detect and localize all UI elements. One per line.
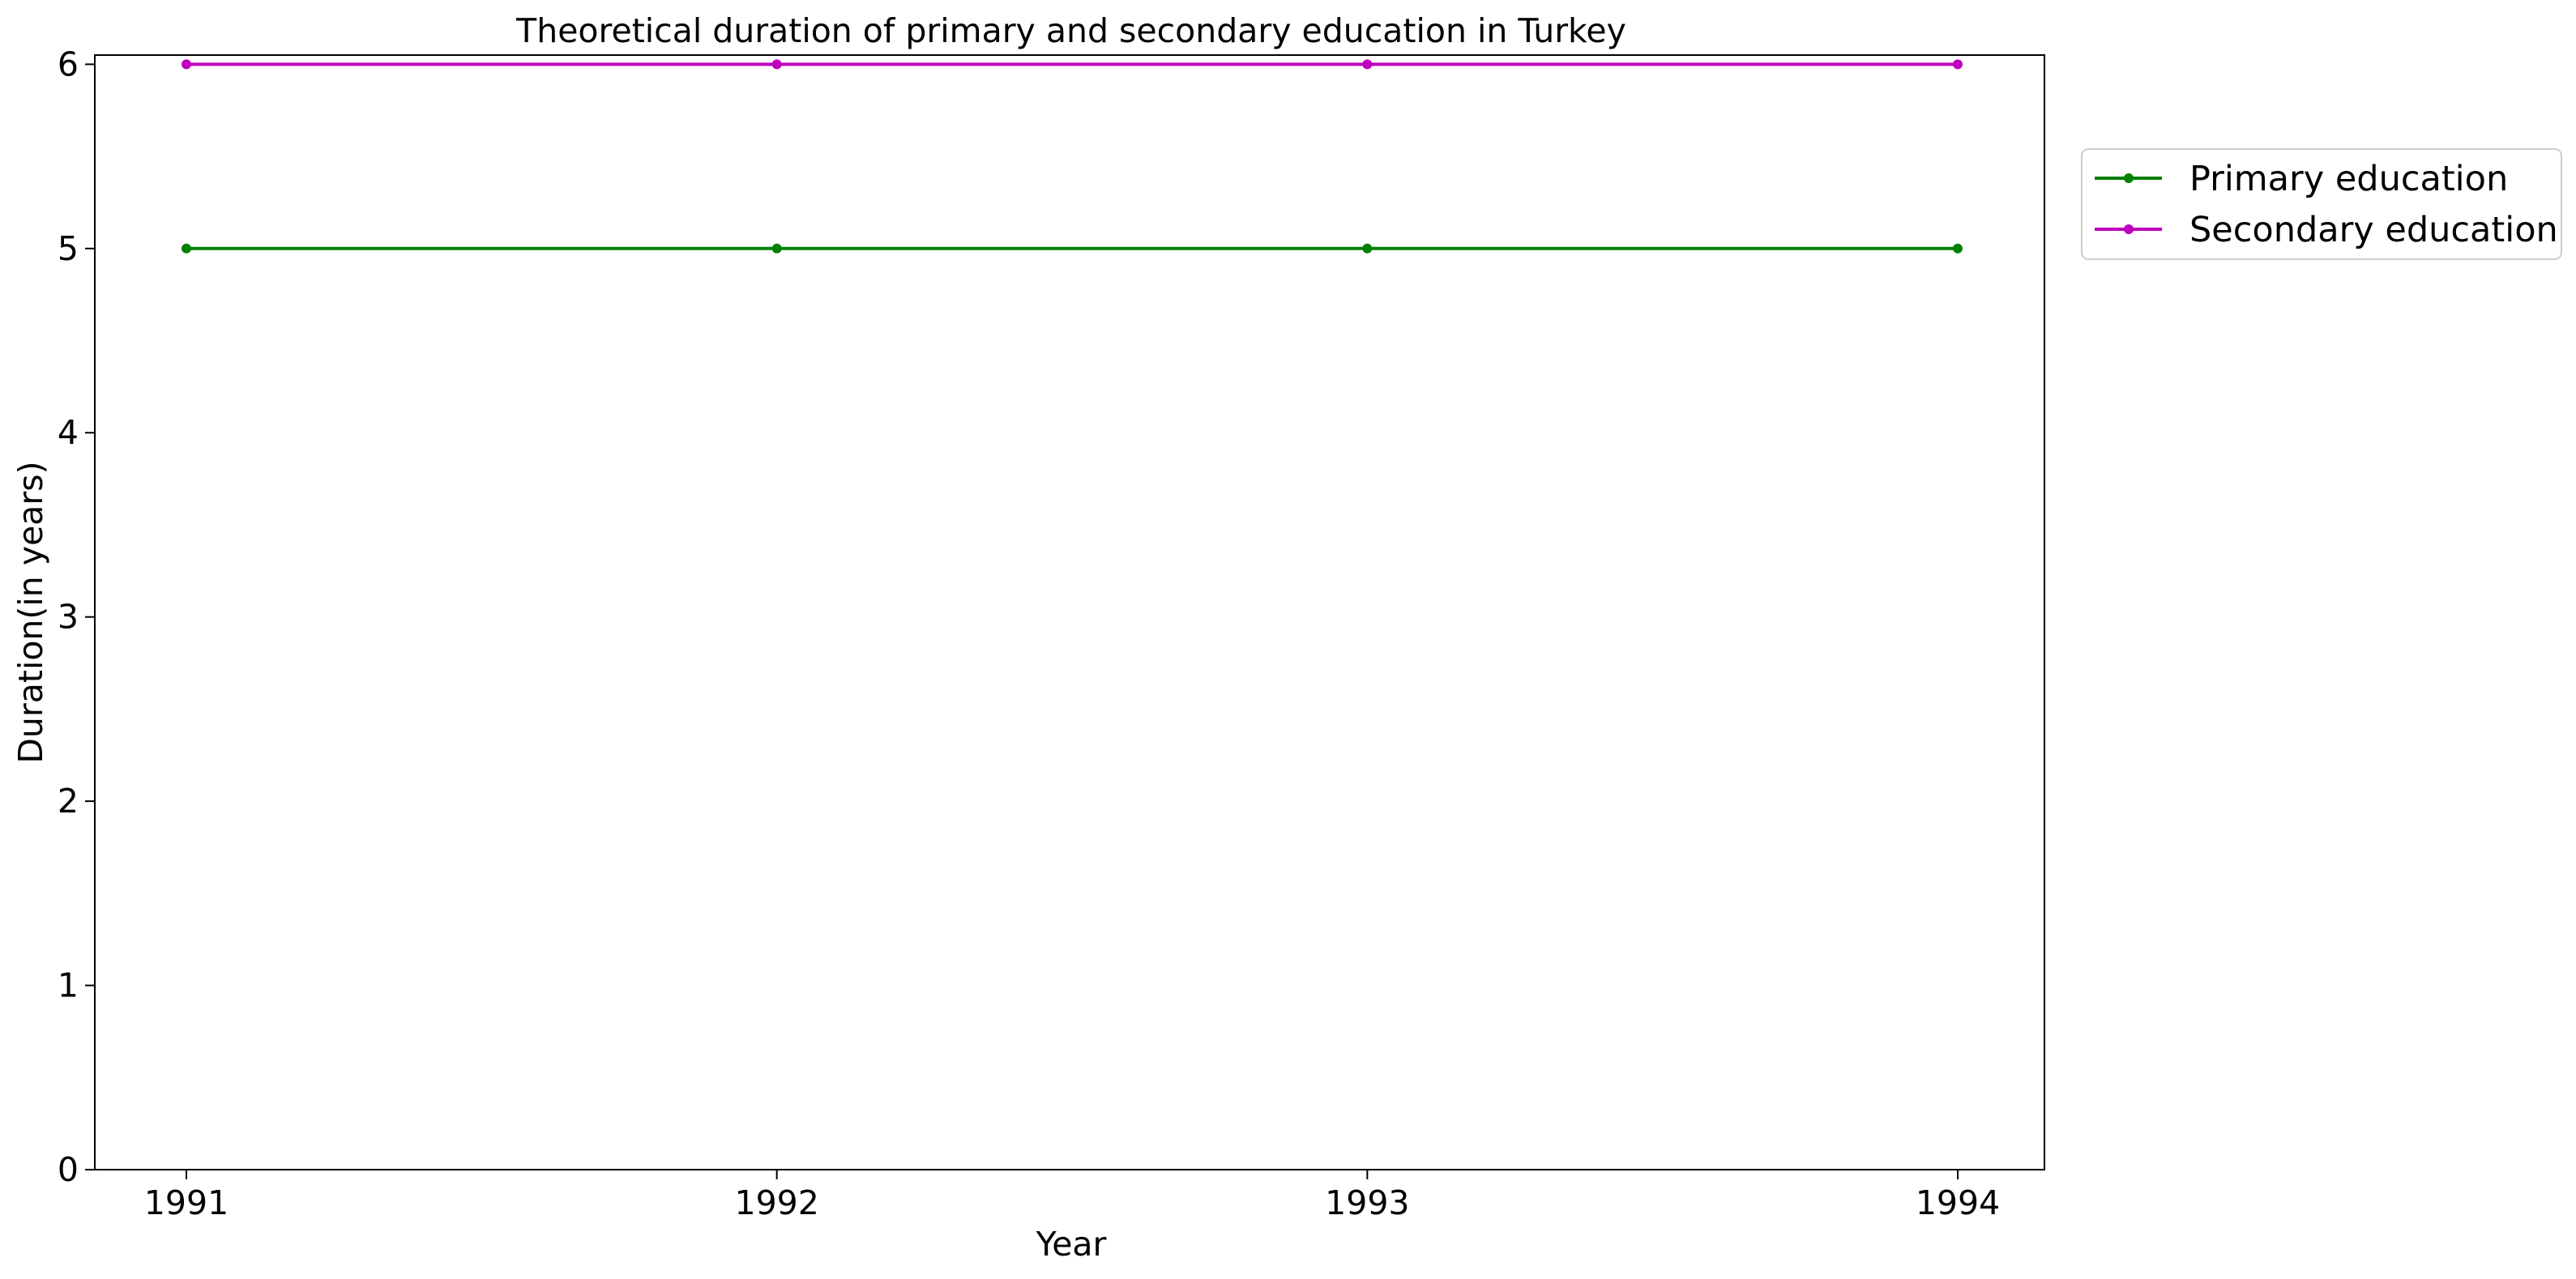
legend-swatch-marker <box>2124 224 2134 234</box>
data-point <box>1362 243 1373 254</box>
y-axis: 0 1 2 3 4 5 6 <box>58 45 95 1189</box>
y-tick-label: 6 <box>58 45 79 83</box>
y-axis-label: Duration(in years) <box>11 461 50 763</box>
y-tick-label: 5 <box>58 229 79 268</box>
y-tick-label: 0 <box>58 1150 79 1189</box>
y-tick-label: 2 <box>58 782 79 821</box>
data-point <box>771 243 782 254</box>
legend-swatch-marker <box>2124 173 2134 183</box>
legend-label: Primary education <box>2189 159 2508 199</box>
legend-item: Secondary education <box>2095 210 2558 250</box>
data-point <box>1362 59 1373 70</box>
x-axis: 1991 1992 1993 1994 <box>144 1170 2000 1222</box>
y-tick-label: 3 <box>58 598 79 637</box>
data-point <box>771 59 782 70</box>
legend-item: Primary education <box>2095 159 2508 199</box>
y-tick-label: 4 <box>58 413 79 452</box>
x-tick-label: 1994 <box>1916 1183 2000 1222</box>
data-point <box>182 243 191 254</box>
x-tick-label: 1991 <box>144 1183 229 1222</box>
legend-label: Secondary education <box>2189 210 2558 250</box>
x-axis-label: Year <box>1036 1225 1107 1264</box>
data-point <box>1953 59 1963 70</box>
data-point <box>182 59 191 70</box>
chart-title: Theoretical duration of primary and seco… <box>515 11 1626 50</box>
series-1 <box>182 59 1963 70</box>
x-tick-label: 1992 <box>734 1183 818 1222</box>
x-tick-label: 1993 <box>1325 1183 1409 1222</box>
legend-items: Primary education Secondary education <box>2095 159 2558 250</box>
plot-area <box>94 54 2045 1170</box>
y-tick-label: 1 <box>58 966 79 1005</box>
legend: Primary education Secondary education <box>2081 148 2562 260</box>
series-0 <box>182 243 1963 254</box>
plot-frame <box>94 54 2045 1170</box>
series-layer <box>182 59 1963 254</box>
data-point <box>1953 243 1963 254</box>
legend-frame <box>2081 148 2562 260</box>
